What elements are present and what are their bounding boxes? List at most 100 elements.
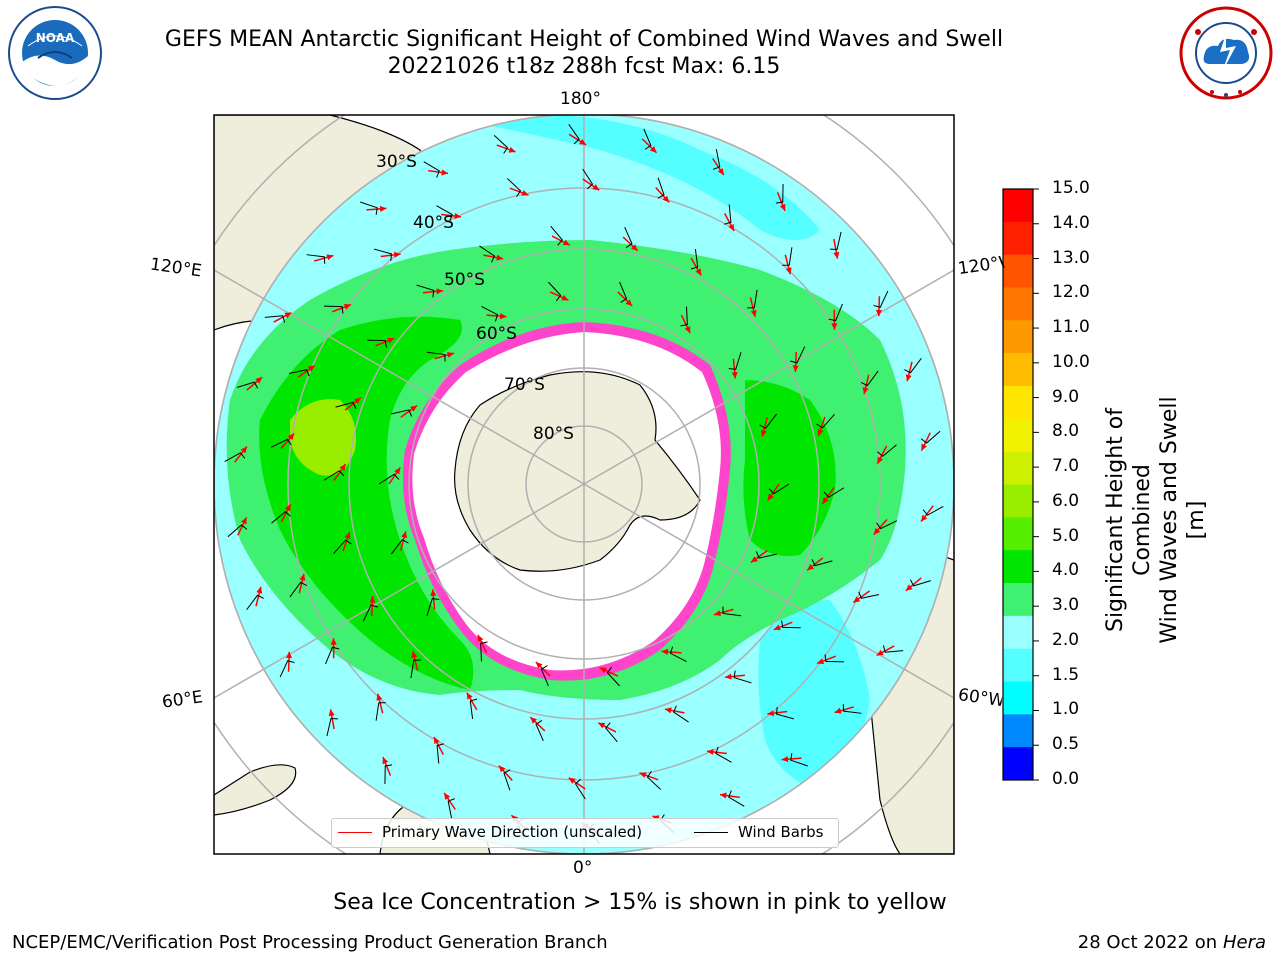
colorbar-segment [1003, 484, 1033, 518]
wind-barb [723, 204, 732, 225]
wind-barb [374, 248, 393, 261]
ocean-1p5m-region-pacific [430, 115, 820, 240]
wind-barb-swatch [694, 831, 728, 833]
wave-arrow-head [719, 792, 727, 799]
legend-wave-label: Primary Wave Direction (unscaled) [382, 823, 643, 841]
wind-barb [324, 305, 344, 314]
wave-arrow-head [817, 429, 824, 436]
wave-arrow-head [446, 352, 454, 358]
wave-arrow-head [530, 717, 537, 724]
wave-arrow-head [662, 195, 670, 203]
colorbar-segment [1003, 353, 1033, 387]
wind-barb [873, 290, 889, 308]
wave-arrow-head [592, 184, 600, 191]
wave-arrow-head [750, 310, 757, 317]
wind-barb [335, 401, 357, 409]
wave-arrow-head [454, 213, 462, 220]
colorbar-segment [1003, 747, 1033, 781]
wave-arrow-head [562, 239, 570, 246]
wave-arrow-head [579, 138, 587, 145]
vector-field [224, 124, 944, 844]
wave-arrow-head [625, 299, 633, 306]
lat-label-70s: 70°S [504, 375, 545, 395]
sea-ice-note: Sea Ice Concentration > 15% is shown in … [333, 890, 947, 915]
lat-label-30s: 30°S [376, 152, 417, 172]
colorbar-tick-label: 0.0 [1052, 769, 1080, 789]
wave-arrow-head [330, 638, 337, 645]
wind-barb [325, 646, 340, 665]
wave-arrow-head [433, 737, 440, 745]
colorbar-segment [1003, 648, 1033, 682]
wind-barb [690, 249, 699, 270]
wave-arrow-head [376, 693, 383, 701]
colorbar-tick-label: 8.0 [1052, 421, 1080, 442]
wind-barb [624, 227, 633, 248]
wave-4m-band-east [743, 380, 836, 556]
lon-label-180: 180° [560, 89, 601, 109]
wave-arrow-head [833, 251, 840, 259]
wind-barb [237, 381, 259, 389]
colorbar-tick-label: 10.0 [1052, 351, 1090, 372]
wind-barb [876, 520, 898, 530]
lat-label-50s: 50°S [444, 270, 485, 290]
wave-arrow-head [401, 531, 408, 539]
wind-barb [436, 205, 453, 222]
wave-arrow-head [599, 667, 607, 674]
wind-barb [858, 591, 880, 599]
lon-label-0: 0° [573, 858, 593, 878]
colorbar-tick-label: 3.0 [1052, 595, 1080, 616]
wave-arrow-head [339, 464, 346, 471]
wind-barb [574, 778, 586, 800]
wave-arrow-head [498, 765, 506, 773]
colorbar-tick-label: 6.0 [1052, 490, 1080, 511]
wind-barb [289, 581, 308, 598]
wave-arrow-head [664, 707, 672, 714]
wind-barb [755, 551, 777, 559]
wind-barb [747, 289, 758, 309]
wind-barb [391, 409, 413, 417]
wave-arrow-head [499, 313, 507, 320]
wind-barb [384, 764, 393, 784]
wind-barb [722, 606, 742, 617]
wave-arrow-head [717, 168, 724, 176]
wind-barb [323, 470, 345, 481]
colorbar-tick-label: 2.0 [1052, 629, 1080, 650]
wave-arrow-head [343, 303, 351, 310]
wind-barb [715, 746, 732, 763]
map-legend: Primary Wave Direction (unscaled) Wind B… [331, 818, 839, 848]
wind-barb [713, 149, 721, 170]
wave-arrow-head [921, 514, 928, 522]
wind-barb [823, 487, 845, 498]
wave-arrow-head [817, 658, 825, 665]
wave-arrow-head [477, 634, 484, 642]
wave-arrow-head [725, 673, 732, 680]
wind-barb [680, 306, 688, 327]
wind-barb [733, 670, 752, 684]
wave-arrow-head [568, 777, 576, 784]
wind-barb [816, 414, 835, 429]
wind-barb [326, 717, 338, 737]
colorbar-tick-label: 5.0 [1052, 525, 1080, 546]
wind-barb [306, 254, 326, 264]
wave-arrow-head [284, 312, 292, 319]
wind-barb [811, 559, 833, 567]
wave-arrow-head [466, 692, 473, 700]
wave-arrow-head [344, 532, 351, 539]
wind-barb [728, 790, 745, 807]
wind-barb [493, 134, 509, 154]
wind-barb [416, 284, 435, 298]
wave-arrow-head [240, 446, 247, 454]
colorbar-segment [1003, 418, 1033, 453]
wind-barb [782, 247, 793, 266]
nws-logo-icon [1179, 6, 1273, 100]
lat-label-40s: 40°S [413, 213, 454, 233]
colorbar-tick-label: 1.0 [1052, 699, 1080, 720]
wave-arrow-head [875, 309, 882, 317]
colorbar-segment [1003, 681, 1033, 715]
colorbar-segment [1003, 550, 1033, 584]
wind-barb [479, 245, 496, 263]
wave-arrow-head [535, 662, 543, 669]
wave-arrow-head [369, 596, 376, 603]
wind-barb [877, 444, 897, 457]
